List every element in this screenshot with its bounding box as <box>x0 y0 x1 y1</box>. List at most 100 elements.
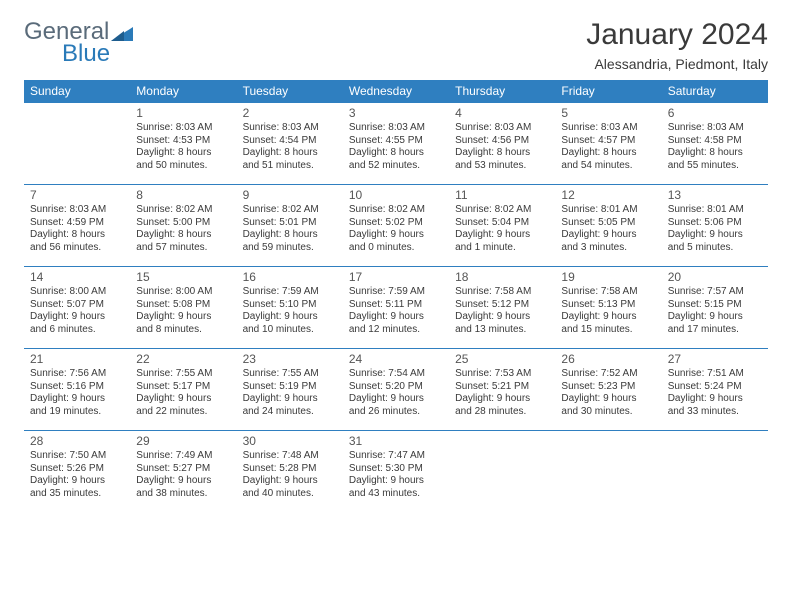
day-number: 31 <box>349 434 443 448</box>
day-number: 4 <box>455 106 549 120</box>
calendar-day-cell: 6Sunrise: 8:03 AMSunset: 4:58 PMDaylight… <box>662 103 768 185</box>
day-details: Sunrise: 7:51 AMSunset: 5:24 PMDaylight:… <box>668 368 762 418</box>
weekday-header: Friday <box>555 80 661 103</box>
day-number: 22 <box>136 352 230 366</box>
calendar-day-cell: 23Sunrise: 7:55 AMSunset: 5:19 PMDayligh… <box>237 349 343 431</box>
calendar-day-cell: 25 Sunrise: 7:53 AMSunset: 5:21 PMDayligh… <box>449 349 555 431</box>
day-number: 15 <box>136 270 230 284</box>
day-details: Sunrise: 8:01 AMSunset: 5:06 PMDaylight:… <box>668 204 762 254</box>
day-number: 28 <box>30 434 124 448</box>
day-details: Sunrise: 8:03 AMSunset: 4:56 PMDaylight:… <box>455 122 549 172</box>
calendar-day-cell: 14Sunrise: 8:00 AMSunset: 5:07 PMDayligh… <box>24 267 130 349</box>
day-details: Sunrise: 8:02 AMSunset: 5:00 PMDaylight:… <box>136 204 230 254</box>
calendar-week-row: 21 Sunrise: 7:56 AMSunset: 5:16 PMDayligh… <box>24 349 768 431</box>
day-details: Sunrise: 7:52 AMSunset: 5:23 PMDaylight:… <box>561 368 655 418</box>
calendar-day-cell: 24 Sunrise: 7:54 AMSunset: 5:20 PMDayligh… <box>343 349 449 431</box>
day-details: Sunrise: 7:54 AMSunset: 5:20 PMDaylight:… <box>349 368 443 418</box>
day-details: Sunrise: 8:01 AMSunset: 5:05 PMDaylight:… <box>561 204 655 254</box>
day-details: Sunrise: 7:59 AMSunset: 5:10 PMDaylight:… <box>243 286 337 336</box>
day-details: Sunrise: 7:48 AMSunset: 5:28 PMDaylight:… <box>243 450 337 500</box>
calendar-week-row: 14Sunrise: 8:00 AMSunset: 5:07 PMDayligh… <box>24 267 768 349</box>
day-details: Sunrise: 7:53 AMSunset: 5:21 PMDaylight:… <box>455 368 549 418</box>
calendar-empty-cell <box>555 431 661 513</box>
day-details: Sunrise: 8:02 AMSunset: 5:04 PMDaylight:… <box>455 204 549 254</box>
calendar-day-cell: 31 Sunrise: 7:47 AMSunset: 5:30 PMDayligh… <box>343 431 449 513</box>
calendar-week-row: 1 Sunrise: 8:03 AMSunset: 4:53 PMDaylight… <box>24 103 768 185</box>
day-number: 25 <box>455 352 549 366</box>
calendar-day-cell: 13 Sunrise: 8:01 AMSunset: 5:06 PMDayligh… <box>662 185 768 267</box>
calendar-empty-cell <box>24 103 130 185</box>
weekday-header: Thursday <box>449 80 555 103</box>
calendar-day-cell: 11 Sunrise: 8:02 AMSunset: 5:04 PMDayligh… <box>449 185 555 267</box>
calendar-day-cell: 18 Sunrise: 7:58 AMSunset: 5:12 PMDayligh… <box>449 267 555 349</box>
day-number: 12 <box>561 188 655 202</box>
calendar-day-cell: 5Sunrise: 8:03 AMSunset: 4:57 PMDaylight… <box>555 103 661 185</box>
calendar-day-cell: 16 Sunrise: 7:59 AMSunset: 5:10 PMDayligh… <box>237 267 343 349</box>
day-number: 29 <box>136 434 230 448</box>
day-details: Sunrise: 7:55 AMSunset: 5:17 PMDaylight:… <box>136 368 230 418</box>
calendar-day-cell: 26Sunrise: 7:52 AMSunset: 5:23 PMDayligh… <box>555 349 661 431</box>
day-details: Sunrise: 8:00 AMSunset: 5:08 PMDaylight:… <box>136 286 230 336</box>
day-number: 19 <box>561 270 655 284</box>
day-details: Sunrise: 7:56 AMSunset: 5:16 PMDaylight:… <box>30 368 124 418</box>
location: Alessandria, Piedmont, Italy <box>586 56 768 72</box>
day-details: Sunrise: 7:57 AMSunset: 5:15 PMDaylight:… <box>668 286 762 336</box>
header: GeneralBlue January 2024 Alessandria, Pi… <box>24 18 768 72</box>
weekday-header: Sunday <box>24 80 130 103</box>
calendar-day-cell: 12 Sunrise: 8:01 AMSunset: 5:05 PMDayligh… <box>555 185 661 267</box>
day-details: Sunrise: 8:03 AMSunset: 4:59 PMDaylight:… <box>30 204 124 254</box>
day-details: Sunrise: 7:47 AMSunset: 5:30 PMDaylight:… <box>349 450 443 500</box>
calendar-table: SundayMondayTuesdayWednesdayThursdayFrid… <box>24 80 768 513</box>
day-details: Sunrise: 8:03 AMSunset: 4:53 PMDaylight:… <box>136 122 230 172</box>
weekday-header: Tuesday <box>237 80 343 103</box>
day-number: 23 <box>243 352 337 366</box>
calendar-day-cell: 10Sunrise: 8:02 AMSunset: 5:02 PMDayligh… <box>343 185 449 267</box>
logo-triangle-icon <box>111 25 133 46</box>
day-number: 9 <box>243 188 337 202</box>
calendar-day-cell: 22 Sunrise: 7:55 AMSunset: 5:17 PMDayligh… <box>130 349 236 431</box>
day-number: 2 <box>243 106 337 120</box>
day-number: 1 <box>136 106 230 120</box>
day-number: 18 <box>455 270 549 284</box>
day-number: 7 <box>30 188 124 202</box>
day-number: 8 <box>136 188 230 202</box>
day-number: 3 <box>349 106 443 120</box>
calendar-week-row: 7 Sunrise: 8:03 AMSunset: 4:59 PMDaylight… <box>24 185 768 267</box>
calendar-empty-cell <box>662 431 768 513</box>
weekday-header: Saturday <box>662 80 768 103</box>
day-number: 24 <box>349 352 443 366</box>
day-number: 17 <box>349 270 443 284</box>
day-number: 21 <box>30 352 124 366</box>
day-number: 20 <box>668 270 762 284</box>
logo-text-blue: Blue <box>62 40 110 67</box>
day-details: Sunrise: 8:00 AMSunset: 5:07 PMDaylight:… <box>30 286 124 336</box>
day-details: Sunrise: 8:03 AMSunset: 4:58 PMDaylight:… <box>668 122 762 172</box>
calendar-day-cell: 4 Sunrise: 8:03 AMSunset: 4:56 PMDaylight… <box>449 103 555 185</box>
calendar-day-cell: 2 Sunrise: 8:03 AMSunset: 4:54 PMDaylight… <box>237 103 343 185</box>
calendar-day-cell: 3Sunrise: 8:03 AMSunset: 4:55 PMDaylight… <box>343 103 449 185</box>
calendar-day-cell: 20 Sunrise: 7:57 AMSunset: 5:15 PMDayligh… <box>662 267 768 349</box>
day-number: 10 <box>349 188 443 202</box>
calendar-day-cell: 30Sunrise: 7:48 AMSunset: 5:28 PMDayligh… <box>237 431 343 513</box>
day-details: Sunrise: 7:58 AMSunset: 5:13 PMDaylight:… <box>561 286 655 336</box>
day-number: 11 <box>455 188 549 202</box>
calendar-day-cell: 1 Sunrise: 8:03 AMSunset: 4:53 PMDaylight… <box>130 103 236 185</box>
day-number: 13 <box>668 188 762 202</box>
day-number: 27 <box>668 352 762 366</box>
calendar-day-cell: 27 Sunrise: 7:51 AMSunset: 5:24 PMDayligh… <box>662 349 768 431</box>
logo: GeneralBlue <box>24 18 133 68</box>
day-details: Sunrise: 8:03 AMSunset: 4:57 PMDaylight:… <box>561 122 655 172</box>
calendar-day-cell: 29Sunrise: 7:49 AMSunset: 5:27 PMDayligh… <box>130 431 236 513</box>
calendar-day-cell: 8 Sunrise: 8:02 AMSunset: 5:00 PMDaylight… <box>130 185 236 267</box>
calendar-day-cell: 15 Sunrise: 8:00 AMSunset: 5:08 PMDayligh… <box>130 267 236 349</box>
calendar-day-cell: 28 Sunrise: 7:50 AMSunset: 5:26 PMDayligh… <box>24 431 130 513</box>
day-number: 16 <box>243 270 337 284</box>
month-title: January 2024 <box>586 18 768 52</box>
day-details: Sunrise: 8:03 AMSunset: 4:54 PMDaylight:… <box>243 122 337 172</box>
day-details: Sunrise: 7:58 AMSunset: 5:12 PMDaylight:… <box>455 286 549 336</box>
calendar-day-cell: 9 Sunrise: 8:02 AMSunset: 5:01 PMDaylight… <box>237 185 343 267</box>
calendar-day-cell: 21 Sunrise: 7:56 AMSunset: 5:16 PMDayligh… <box>24 349 130 431</box>
calendar-day-cell: 7 Sunrise: 8:03 AMSunset: 4:59 PMDaylight… <box>24 185 130 267</box>
day-details: Sunrise: 7:50 AMSunset: 5:26 PMDaylight:… <box>30 450 124 500</box>
day-details: Sunrise: 8:02 AMSunset: 5:01 PMDaylight:… <box>243 204 337 254</box>
